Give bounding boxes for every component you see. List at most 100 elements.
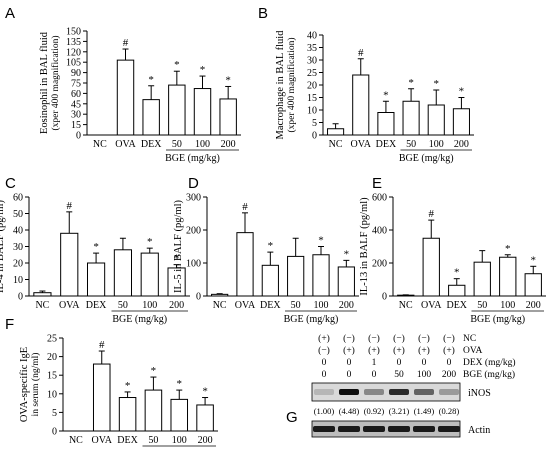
category-label: 100 xyxy=(314,300,329,311)
category-label: 200 xyxy=(526,300,541,311)
category-label: 100 xyxy=(142,300,157,311)
condition-value: (−) xyxy=(318,345,330,356)
condition-value: (−) xyxy=(443,333,455,344)
quantification-value: (0.92) xyxy=(364,406,385,416)
panel-letter: G xyxy=(286,409,298,426)
inos-band xyxy=(414,389,434,395)
y-tick-label: 0 xyxy=(52,427,57,438)
y-tick-label: 30 xyxy=(307,56,317,67)
y-tick-label: 0 xyxy=(76,131,81,142)
condition-value: (−) xyxy=(418,333,430,344)
panel-letter: F xyxy=(5,316,14,333)
quantification-value: (1.49) xyxy=(414,406,435,416)
bar-50 xyxy=(168,84,186,136)
significance-hash: # xyxy=(99,339,105,351)
chart-panel-f: F 0 5 10 15 20 25 OVA-specific IgE in serum (ng/… xyxy=(5,316,218,447)
category-label: NC xyxy=(35,300,49,311)
actin-band xyxy=(438,426,460,432)
bar-dex xyxy=(261,264,279,297)
condition-label: NC xyxy=(463,334,476,344)
bar-100 xyxy=(193,88,212,136)
actin-band xyxy=(388,426,410,432)
significance-star: * xyxy=(202,386,208,398)
bar-50 xyxy=(144,389,163,432)
significance-star: * xyxy=(531,254,537,266)
category-label: 50 xyxy=(406,139,416,150)
band-label-inos: iNOS xyxy=(468,388,491,399)
category-label: 200 xyxy=(198,435,213,446)
y-tick-label: 25 xyxy=(307,68,317,79)
y-tick-label: 200 xyxy=(372,259,387,270)
y-tick-label: 0 xyxy=(312,131,317,142)
y-tick-label: 0 xyxy=(18,292,23,303)
category-label: DEX xyxy=(141,139,162,150)
category-label: 50 xyxy=(172,139,182,150)
significance-hash: # xyxy=(358,47,364,59)
y-tick-label: 200 xyxy=(186,226,201,237)
condition-value: 0 xyxy=(322,370,327,380)
condition-value: (+) xyxy=(318,333,330,344)
bar-200 xyxy=(452,108,470,136)
significance-star: * xyxy=(148,74,154,86)
condition-value: 0 xyxy=(347,358,352,368)
y-tick-label: 30 xyxy=(71,110,81,121)
significance-star: * xyxy=(225,74,231,86)
category-label: DEX xyxy=(376,139,397,150)
panel-letter: B xyxy=(258,5,268,22)
category-label: 50 xyxy=(148,435,158,446)
y-tick-label: 15 xyxy=(47,371,57,382)
bar-nc xyxy=(327,128,345,136)
y-tick-label: 75 xyxy=(71,79,81,90)
inos-band xyxy=(389,389,409,395)
actin-band xyxy=(413,426,435,432)
bar-100 xyxy=(170,398,189,432)
condition-value: (+) xyxy=(343,345,355,356)
actin-band xyxy=(313,426,335,432)
y-tick-label: 10 xyxy=(307,106,317,117)
y-tick-label: 120 xyxy=(66,47,81,58)
bar-100 xyxy=(312,254,330,297)
condition-value: (−) xyxy=(368,333,380,344)
y-tick-label: 45 xyxy=(71,99,81,110)
y-tick-label: 0 xyxy=(382,292,387,303)
bar-200 xyxy=(337,266,355,297)
group-label: BGE (mg/kg) xyxy=(165,153,220,164)
group-label: BGE (mg/kg) xyxy=(470,314,525,325)
bar-nc xyxy=(211,293,229,297)
condition-label: BGE (mg/kg) xyxy=(463,369,515,380)
y-axis-label: Macrophage in BAL fluid xyxy=(275,30,286,140)
category-label: OVA xyxy=(351,139,372,150)
y-tick-label: 10 xyxy=(47,389,57,400)
y-axis-label: Eosinophil in BAL fluid xyxy=(39,31,50,134)
y-tick-label: 600 xyxy=(372,193,387,204)
inos-blot-box xyxy=(311,382,461,402)
condition-value: (−) xyxy=(393,333,405,344)
condition-value: 0 xyxy=(372,370,377,380)
bar-50 xyxy=(473,261,491,297)
y-axis-label: IL-13 in BALF (pg/ml) xyxy=(359,197,370,296)
category-label: 200 xyxy=(169,300,184,311)
bar-100 xyxy=(140,252,159,297)
category-label: 100 xyxy=(500,300,515,311)
condition-value: 0 xyxy=(447,358,452,368)
category-label: OVA xyxy=(235,300,256,311)
significance-star: * xyxy=(505,243,511,255)
y-tick-label: 15 xyxy=(307,93,317,104)
category-label: OVA xyxy=(421,300,442,311)
quantification-value: (1.00) xyxy=(314,406,335,416)
category-label: 50 xyxy=(291,300,301,311)
y-tick-label: 60 xyxy=(13,193,23,204)
category-label: NC xyxy=(399,300,413,311)
category-label: OVA xyxy=(115,139,136,150)
bar-ova xyxy=(352,74,370,136)
condition-value: 100 xyxy=(417,370,432,380)
y-tick-label: 20 xyxy=(13,259,23,270)
category-label: 100 xyxy=(195,139,210,150)
significance-hash: # xyxy=(67,200,73,212)
category-label: DEX xyxy=(446,300,467,311)
